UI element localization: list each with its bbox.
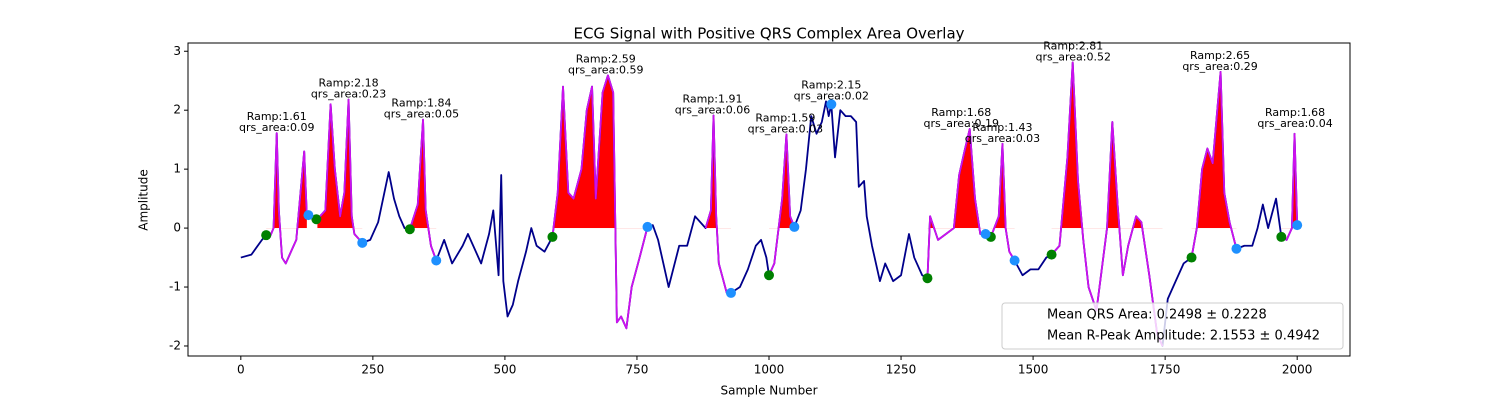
- marker: [1292, 220, 1303, 231]
- annotation: qrs_area:0.05: [384, 108, 459, 121]
- marker: [431, 255, 442, 266]
- marker: [311, 214, 322, 225]
- marker: [1231, 243, 1242, 254]
- x-tick-label: 500: [493, 363, 516, 377]
- legend-entry: Mean QRS Area: 0.2498 ± 0.2228: [1047, 308, 1267, 323]
- y-tick-label: 0: [173, 221, 181, 235]
- annotation: Ramp:1.91: [682, 93, 742, 106]
- annotation: qrs_area:0.06: [675, 104, 750, 117]
- y-tick-label: 2: [173, 103, 181, 117]
- marker: [642, 221, 653, 232]
- annotation: Ramp:1.84: [391, 97, 451, 110]
- marker: [980, 228, 991, 239]
- annotation: qrs_area:0.03: [965, 132, 1040, 145]
- marker: [764, 270, 774, 281]
- qrs-line: [265, 61, 1299, 347]
- marker: [1046, 249, 1057, 260]
- annotation: qrs_area:0.59: [568, 63, 643, 76]
- annotation: Ramp:1.59: [755, 111, 815, 124]
- annotation: Ramp:1.61: [247, 110, 307, 123]
- annotation: qrs_area:0.03: [748, 122, 823, 135]
- marker: [789, 221, 800, 232]
- annotation: qrs_area:0.02: [794, 89, 869, 102]
- axes-frame: [187, 42, 1351, 357]
- marker: [922, 273, 933, 284]
- x-tick-label: 750: [626, 363, 649, 377]
- y-tick-label: 1: [173, 162, 181, 176]
- annotation: qrs_area:0.04: [1257, 117, 1332, 130]
- qrs-area: [273, 62, 1298, 229]
- plot-area: [240, 61, 1303, 347]
- x-tick-label: 0: [237, 363, 245, 377]
- y-tick-label: -2: [169, 338, 181, 352]
- x-tick-label: 1250: [886, 363, 917, 377]
- y-tick-label: 3: [173, 44, 181, 58]
- marker: [1009, 255, 1020, 266]
- x-tick-label: 1000: [754, 363, 785, 377]
- annotation: qrs_area:0.09: [239, 121, 314, 134]
- x-tick-label: 1750: [1150, 363, 1181, 377]
- annotation: Ramp:2.15: [801, 78, 861, 91]
- marker: [826, 99, 837, 110]
- legend-entry: Mean R-Peak Amplitude: 2.1553 ± 0.4942: [1047, 329, 1320, 344]
- annotation: Ramp:1.43: [972, 121, 1032, 134]
- annotation: Ramp:2.18: [319, 77, 379, 90]
- x-tick-label: 250: [361, 363, 384, 377]
- annotation: qrs_area:0.29: [1182, 60, 1257, 73]
- legend-box: [1001, 302, 1344, 350]
- chart-title: ECG Signal with Positive QRS Complex Are…: [573, 25, 964, 43]
- marker: [1276, 231, 1287, 242]
- annotation: Ramp:2.65: [1190, 49, 1250, 62]
- marker: [1186, 252, 1197, 263]
- x-tick-label: 2000: [1282, 363, 1313, 377]
- y-axis-label: Amplitude: [137, 169, 151, 231]
- marker: [261, 230, 272, 241]
- annotation: Ramp:1.68: [1265, 106, 1325, 119]
- marker: [547, 231, 558, 242]
- x-tick-label: 1500: [1018, 363, 1049, 377]
- x-axis-label: Sample Number: [720, 384, 817, 398]
- annotation: qrs_area:0.19: [924, 117, 999, 130]
- annotation: qrs_area:0.23: [311, 88, 386, 101]
- annotation: qrs_area:0.52: [1035, 50, 1110, 63]
- marker: [303, 210, 314, 221]
- annotation: Ramp:2.59: [576, 52, 636, 65]
- marker: [404, 224, 415, 235]
- marker: [357, 237, 368, 248]
- y-tick-label: -1: [169, 280, 181, 294]
- marker: [725, 287, 736, 298]
- annotation: Ramp:1.68: [931, 106, 991, 119]
